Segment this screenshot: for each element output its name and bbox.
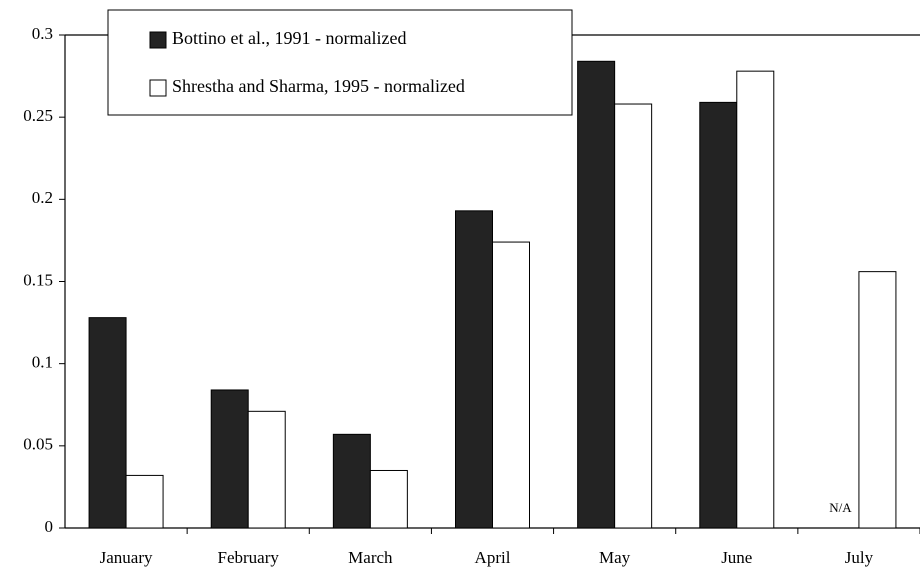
legend-label: Bottino et al., 1991 - normalized xyxy=(172,28,406,48)
bar xyxy=(455,210,493,529)
y-tick-label: 0.3 xyxy=(32,24,53,43)
x-tick-label: April xyxy=(475,548,511,567)
legend-swatch xyxy=(149,79,167,97)
y-tick-label: 0.15 xyxy=(23,270,53,289)
x-tick-label: July xyxy=(845,548,874,567)
x-tick-label: June xyxy=(721,548,752,567)
bar xyxy=(247,410,286,529)
bar xyxy=(492,241,530,529)
bar xyxy=(125,474,164,529)
legend-label: Shrestha and Sharma, 1995 - normalized xyxy=(172,76,465,96)
y-tick-label: 0.1 xyxy=(32,353,53,372)
y-tick-label: 0 xyxy=(45,517,54,536)
x-tick-label: March xyxy=(348,548,393,567)
legend-box xyxy=(107,9,573,116)
x-tick-label: May xyxy=(599,548,631,567)
y-tick-label: 0.25 xyxy=(23,106,53,125)
legend-swatch xyxy=(149,31,167,49)
bar xyxy=(736,70,775,529)
bar xyxy=(858,271,897,529)
x-tick-label: February xyxy=(218,548,280,567)
bar xyxy=(332,433,371,529)
bar xyxy=(88,317,127,529)
annotation: N/A xyxy=(829,500,852,515)
bar xyxy=(210,389,249,529)
bar xyxy=(369,469,408,529)
y-tick-label: 0.05 xyxy=(23,435,53,454)
bar xyxy=(614,103,653,529)
x-tick-label: January xyxy=(100,548,153,567)
y-tick-label: 0.2 xyxy=(32,188,53,207)
bar xyxy=(699,101,738,529)
bar xyxy=(577,60,616,529)
